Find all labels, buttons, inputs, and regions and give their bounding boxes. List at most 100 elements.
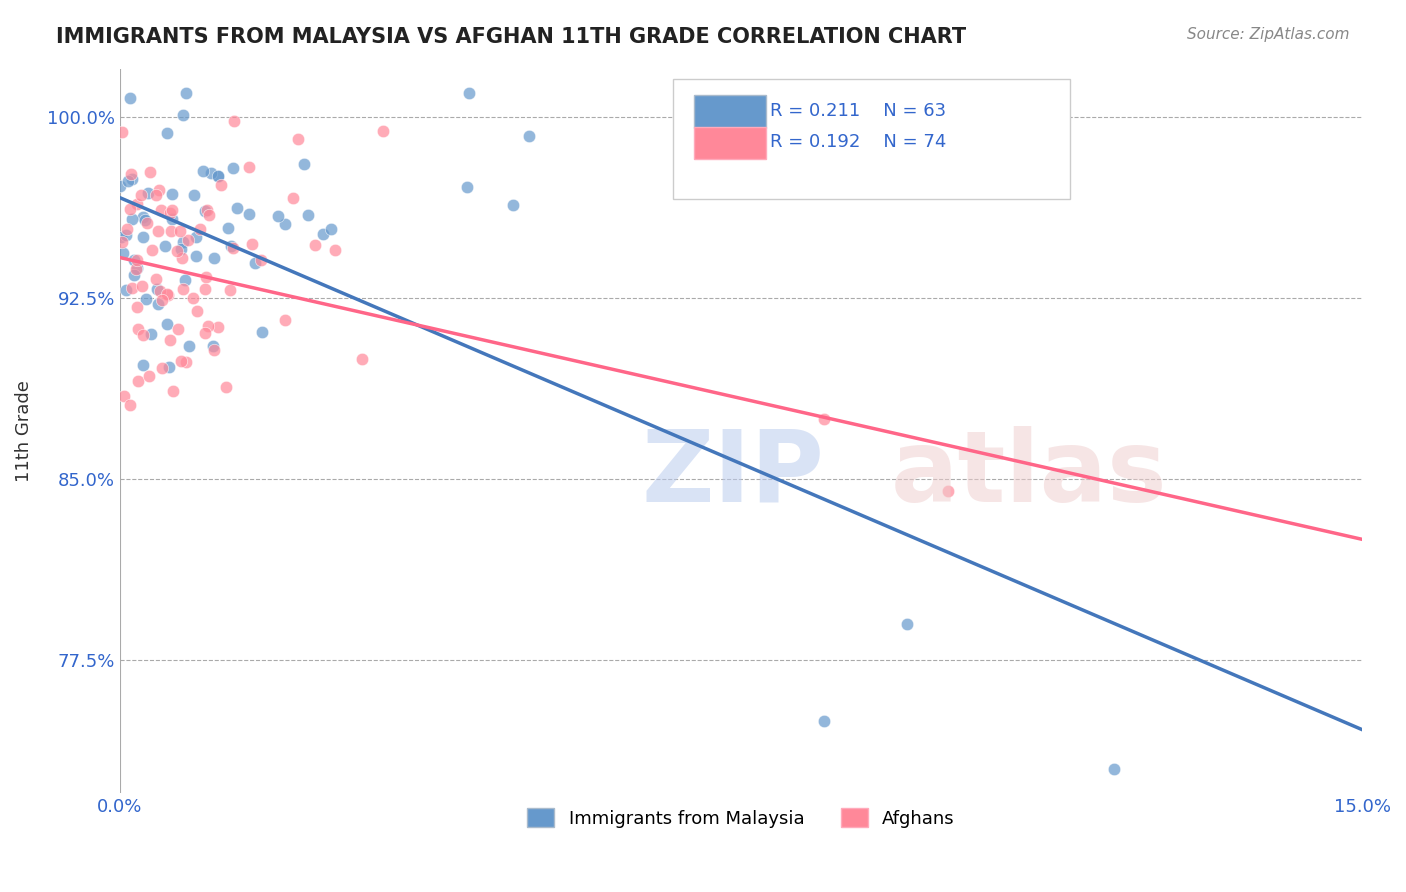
Point [121,171,143,186]
Point [896,617,918,632]
Point [136,216,159,230]
Point [225,201,247,215]
Point [146,282,169,296]
Point [127,322,149,336]
Point [174,273,197,287]
Point [108,179,131,194]
Point [204,251,226,265]
Point [131,187,153,202]
Point [111,245,134,260]
Point [125,253,148,268]
Point [936,484,959,499]
Point [1102,762,1125,776]
Point [139,326,162,341]
Point [159,206,181,220]
Point [121,280,143,294]
Point [172,235,194,250]
Point [127,375,149,389]
Point [274,312,297,326]
Text: R = 0.192    N = 74: R = 0.192 N = 74 [769,133,946,151]
Point [111,235,134,250]
Text: atlas: atlas [890,425,1167,523]
Point [184,249,207,263]
Point [209,178,232,193]
Point [172,282,194,296]
Point [283,191,305,205]
Point [169,225,191,239]
Point [202,343,225,358]
Point [160,203,183,218]
Point [219,284,242,298]
Point [458,86,481,100]
Point [350,352,373,367]
Point [159,333,181,347]
Point [134,213,156,227]
FancyBboxPatch shape [695,127,766,159]
Point [132,230,155,244]
Point [157,360,180,375]
Point [160,224,183,238]
Point [131,279,153,293]
Text: IMMIGRANTS FROM MALAYSIA VS AFGHAN 11TH GRADE CORRELATION CHART: IMMIGRANTS FROM MALAYSIA VS AFGHAN 11TH … [56,27,966,46]
Point [274,217,297,231]
Point [139,165,162,179]
Point [813,412,835,426]
Point [323,243,346,257]
Point [177,233,200,247]
FancyBboxPatch shape [673,79,1070,199]
Point [149,284,172,298]
Point [193,203,215,218]
Point [115,284,138,298]
Point [250,253,273,268]
Point [207,169,229,183]
Point [207,169,229,183]
Point [194,282,217,296]
Point [115,228,138,243]
Point [162,384,184,399]
Point [125,260,148,275]
Point [118,398,141,412]
Point [304,237,326,252]
Point [252,325,274,339]
Point [155,239,177,253]
Point [156,126,179,140]
Point [207,319,229,334]
Point [162,187,184,202]
Point [183,188,205,202]
Point [173,108,195,122]
Point [146,224,169,238]
Point [166,244,188,258]
Point [219,238,242,252]
Point [371,124,394,138]
Point [200,166,222,180]
Point [150,293,173,307]
Point [124,268,146,283]
Point [145,272,167,286]
Point [150,361,173,376]
Point [222,241,245,255]
Point [148,297,170,311]
Point [138,369,160,384]
Point [267,209,290,223]
Point [156,318,179,332]
Text: R = 0.211    N = 63: R = 0.211 N = 63 [769,102,946,120]
Point [124,262,146,277]
Text: ZIP: ZIP [641,425,824,523]
Text: Source: ZipAtlas.com: Source: ZipAtlas.com [1187,27,1350,42]
Point [186,303,208,318]
Point [150,202,173,217]
Point [287,132,309,146]
Point [222,161,245,175]
Point [156,286,179,301]
Point [519,129,541,144]
Point [138,186,160,200]
Legend: Immigrants from Malaysia, Afghans: Immigrants from Malaysia, Afghans [520,801,962,835]
Point [1019,182,1042,196]
Point [197,319,219,334]
Point [132,358,155,372]
Point [174,355,197,369]
Point [131,210,153,224]
Point [145,187,167,202]
Point [135,293,157,307]
FancyBboxPatch shape [695,95,766,128]
